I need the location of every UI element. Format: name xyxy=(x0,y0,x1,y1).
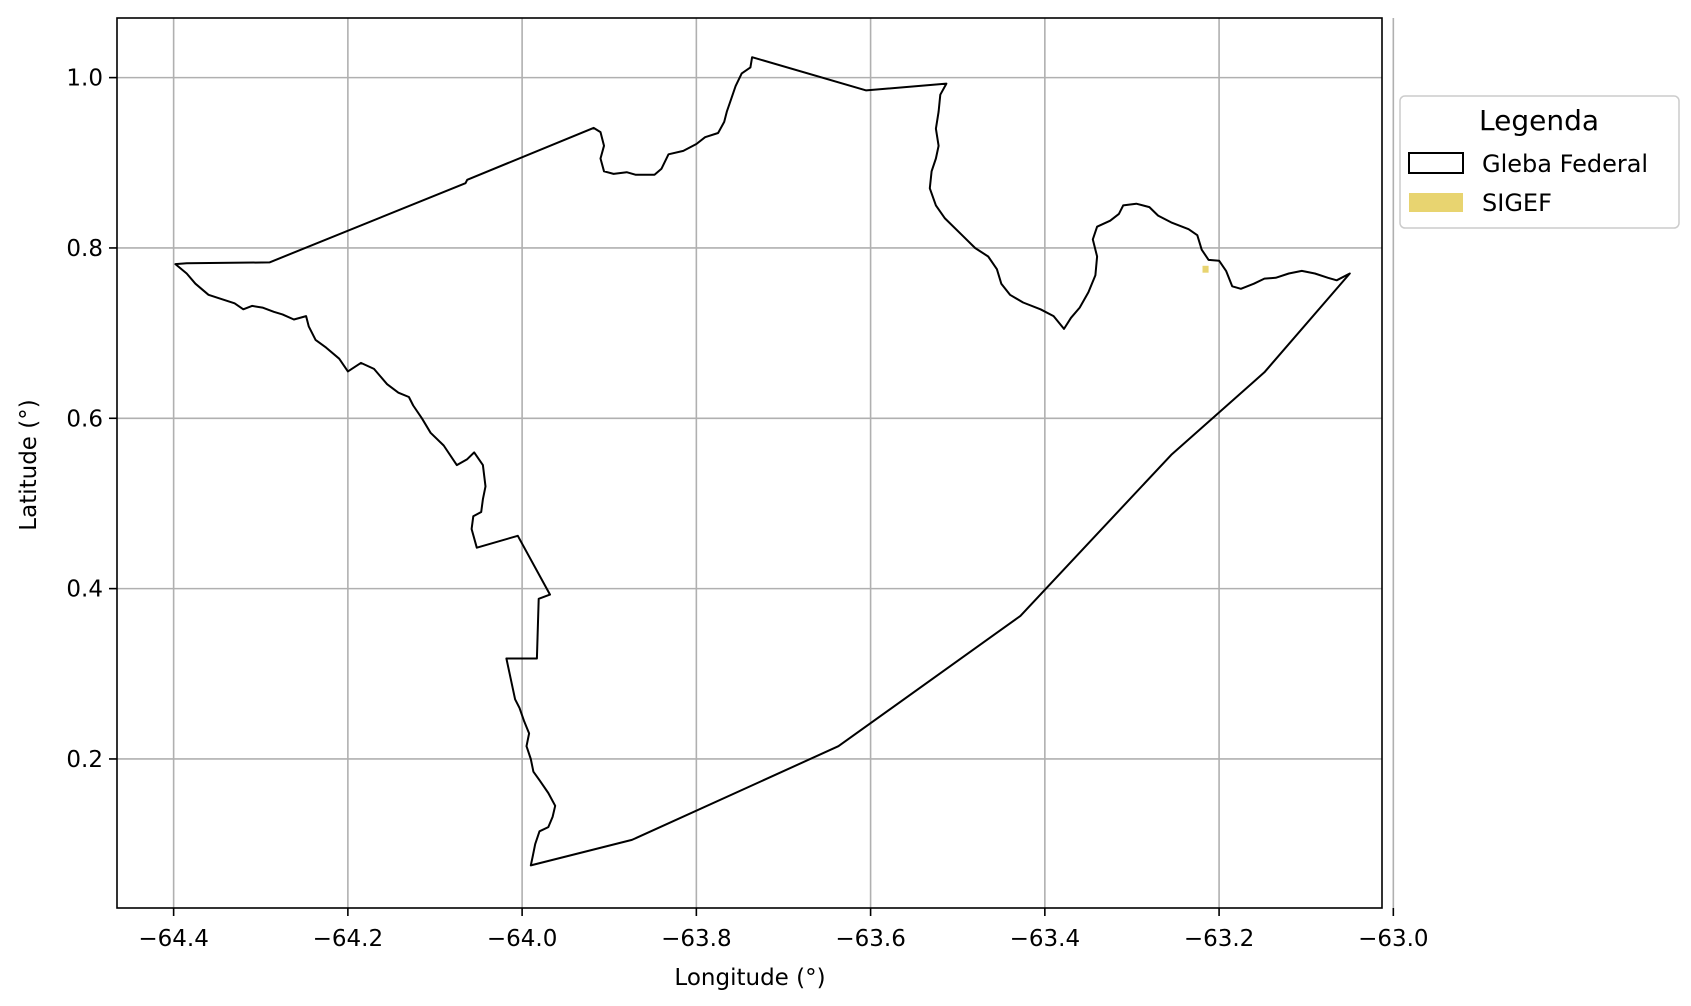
x-tick-label: −63.2 xyxy=(1184,926,1254,952)
map-polygon-gleba-federal xyxy=(174,56,1351,867)
x-tick-label: −64.2 xyxy=(313,926,383,952)
grid-lines xyxy=(117,18,1395,908)
map-polygon-sigef xyxy=(1202,265,1209,273)
x-axis-label: Longitude (°) xyxy=(674,965,825,991)
x-tick-label: −64.4 xyxy=(138,926,208,952)
x-axis-ticks: −64.4 −64.2 −64.0 −63.8 −63.6 −63.4 −63.2 −63.0 xyxy=(138,908,1429,952)
y-axis-label: Latitude (°) xyxy=(16,399,42,530)
legend-label-sigef: SIGEF xyxy=(1482,189,1552,217)
legend-label-gleba-federal: Gleba Federal xyxy=(1482,150,1648,178)
y-tick-label: 0.2 xyxy=(66,747,103,773)
y-axis-ticks: 0.2 0.4 0.6 0.8 1.0 xyxy=(66,66,117,773)
y-tick-label: 1.0 xyxy=(66,66,103,92)
y-tick-label: 0.8 xyxy=(66,236,103,262)
x-tick-label: −63.6 xyxy=(835,926,905,952)
x-tick-label: −64.0 xyxy=(487,926,557,952)
map-layers xyxy=(174,56,1351,867)
legend-swatch-sigef xyxy=(1409,193,1463,212)
x-tick-label: −63.0 xyxy=(1358,926,1428,952)
legend-box xyxy=(1399,95,1680,229)
x-tick-label: −63.8 xyxy=(661,926,731,952)
axes-frame xyxy=(116,17,1383,909)
y-tick-label: 0.4 xyxy=(66,577,103,603)
legend-title: Legenda xyxy=(1479,104,1599,137)
legend: Legenda Gleba Federal SIGEF xyxy=(1399,95,1680,229)
legend-swatch-gleba-federal xyxy=(1408,152,1464,174)
x-tick-label: −63.4 xyxy=(1010,926,1080,952)
y-tick-label: 0.6 xyxy=(66,406,103,432)
